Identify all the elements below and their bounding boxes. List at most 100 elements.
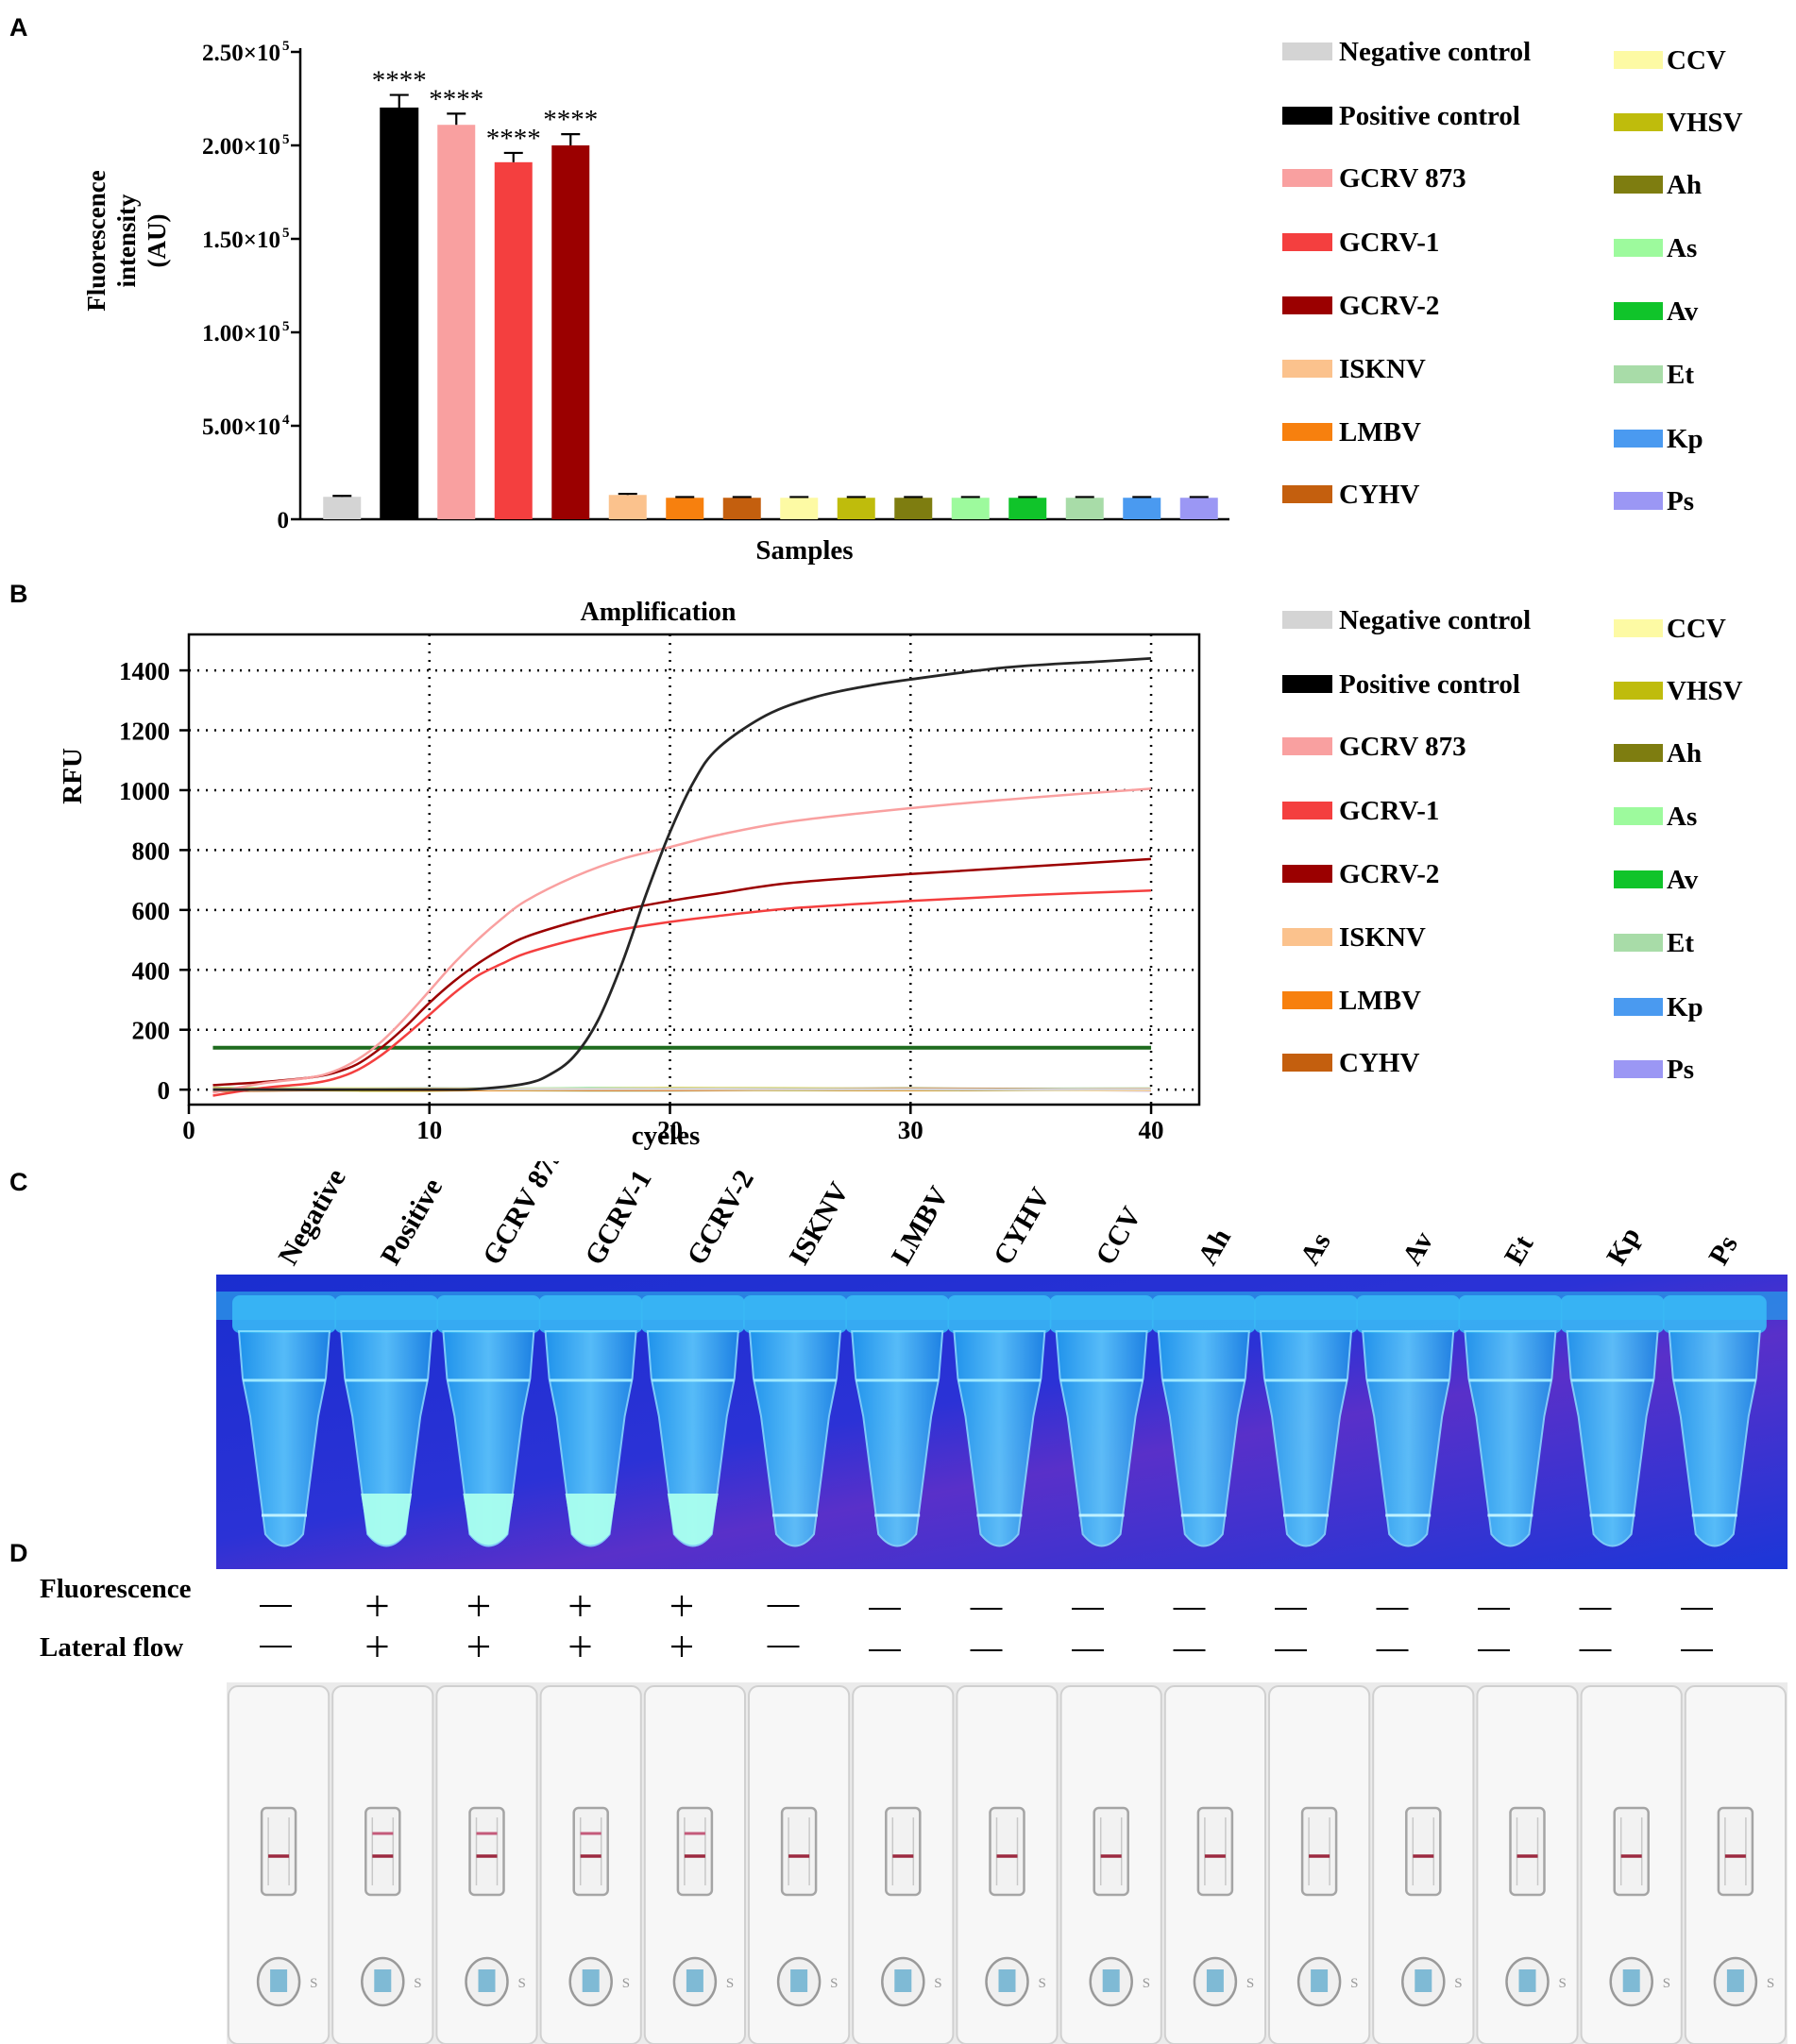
legend-swatch-positive-control — [1282, 675, 1332, 693]
chart-b-ytick-label: 400 — [132, 956, 171, 985]
strip-sample-pad — [270, 1969, 288, 1992]
legend-swatch-vhsv — [1614, 682, 1663, 700]
strip-sample-pad — [1311, 1969, 1329, 1992]
legend-swatch-kp — [1614, 998, 1663, 1016]
chart-b-ytick-label: 800 — [132, 836, 171, 865]
chart-a-bar-chart: 05.00×10 41.00×10 51.50×10 52.00×10 52.50×10… — [82, 39, 1229, 566]
tube-label-gcrv-873: GCRV 873 — [477, 1161, 569, 1271]
tube-label-gcrv-2: GCRV-2 — [681, 1165, 760, 1271]
strip-result-window — [989, 1806, 1025, 1897]
legend-swatch-isknv — [1282, 928, 1332, 946]
lateral-flow-strip: S — [1268, 1685, 1371, 2044]
legend-label-av: Av — [1667, 296, 1699, 327]
chart-b-ytick-label: 1400 — [119, 657, 170, 685]
chart-b-xtick-label: 40 — [1139, 1116, 1164, 1144]
tube-cap — [1560, 1295, 1665, 1333]
tube-cap — [1254, 1295, 1358, 1333]
chart-a-ytick-exponent: 4 — [282, 413, 290, 428]
strip-sample-pad — [998, 1969, 1016, 1992]
legend-swatch-ah — [1614, 176, 1663, 194]
significance-gcrv-2: **** — [543, 105, 598, 135]
legend-label-as: As — [1667, 802, 1697, 832]
tube-lmbv — [845, 1295, 950, 1547]
bar-negative-control — [323, 497, 362, 519]
legend-label-as: As — [1667, 233, 1697, 263]
legend-label-lmbv: LMBV — [1339, 986, 1421, 1016]
panel-b-letter: B — [9, 580, 28, 608]
strip-sample-mark: S — [414, 1976, 421, 1991]
legend-swatch-as — [1614, 807, 1663, 825]
strip-sample-pad — [478, 1969, 496, 1992]
legend-label-positive-control: Positive control — [1339, 669, 1520, 700]
fluorescence-row-label: Fluorescence — [40, 1574, 192, 1604]
strip-result-window — [1613, 1806, 1650, 1897]
panel-a-letter: A — [9, 13, 28, 42]
chart-b-xtick-label: 10 — [416, 1116, 442, 1144]
bar-positive-control — [380, 107, 419, 520]
tube-positive — [334, 1295, 439, 1547]
legend-label-kp: Kp — [1667, 992, 1703, 1022]
bar-lmbv — [666, 498, 704, 519]
tube-cap — [436, 1295, 541, 1333]
strip-sample-pad — [1622, 1969, 1640, 1992]
legend-label-kp: Kp — [1667, 424, 1703, 454]
tube-label-gcrv-1: GCRV-1 — [579, 1165, 658, 1271]
chart-b-line-chart: Amplification 0 10 20 30 4002004006008001000… — [58, 598, 1201, 1151]
chart-b-ytick-label: 1200 — [119, 718, 170, 746]
chart-b-title: Amplification — [581, 598, 737, 627]
tube-cap — [1049, 1295, 1154, 1333]
tube-cap — [1458, 1295, 1563, 1333]
tube-cap — [1356, 1295, 1461, 1333]
legend-label-lmbv: LMBV — [1339, 417, 1421, 448]
strip-sample-pad — [374, 1969, 392, 1992]
bar-gcrv-873 — [437, 125, 476, 519]
chart-b-xtick-label: 20 — [657, 1116, 683, 1144]
lateral-flow-strip: S — [956, 1685, 1059, 2044]
series-positive-control — [212, 657, 1152, 1091]
legend-swatch-ah — [1614, 744, 1663, 762]
panel-c-letter: C — [9, 1168, 28, 1196]
chart-b-ytick-label: 200 — [132, 1017, 171, 1045]
tube-ah — [1151, 1295, 1256, 1547]
bar-ps — [1179, 498, 1218, 519]
strip-sample-mark: S — [1559, 1976, 1567, 1991]
bar-as — [951, 498, 990, 519]
legend-label-et: Et — [1667, 360, 1694, 390]
strip-result-window — [468, 1806, 505, 1897]
chart-b-xtick-label: 30 — [898, 1116, 923, 1144]
tube-glow — [565, 1494, 617, 1546]
tube-label-ps: Ps — [1703, 1230, 1744, 1270]
legend-swatch-negative-control — [1282, 611, 1332, 629]
chart-a-ytick-label: 2.50×10 — [202, 41, 280, 66]
legend-label-gcrv-2: GCRV-2 — [1339, 859, 1439, 889]
chart-a-ytick-label: 2.00×10 — [202, 134, 280, 160]
legend-swatch-gcrv-1 — [1282, 233, 1332, 251]
bar-ah — [894, 498, 933, 519]
chart-b-grid — [187, 633, 1201, 1106]
bar-kp — [1123, 498, 1161, 519]
legend-label-gcrv-873: GCRV 873 — [1339, 163, 1466, 194]
strip-sample-mark: S — [622, 1976, 630, 1991]
chart-b-ytick-label: 0 — [158, 1076, 171, 1105]
strip-sample-mark: S — [518, 1976, 526, 1991]
chart-a-labels: Samples Fluorescence intensity (AU) — [82, 170, 854, 566]
chart-a-ylabel-line-1: Fluorescence — [82, 170, 110, 311]
legend-swatch-isknv — [1282, 360, 1332, 378]
tube-label-isknv: ISKNV — [783, 1176, 855, 1270]
lateral-flow-strip: S — [1059, 1685, 1162, 2044]
legend-label-gcrv-873: GCRV 873 — [1339, 732, 1466, 762]
chart-a-ylabel-line-2: intensity — [112, 194, 141, 288]
series-gcrv-873 — [212, 787, 1152, 1094]
tube-label-et: Et — [1499, 1230, 1540, 1270]
chart-a-ytick-label: 1.00×10 — [202, 321, 280, 346]
strip-sample-pad — [1102, 1969, 1120, 1992]
lateral-flow-strip: S — [1163, 1685, 1266, 2044]
legend-label-negative-control: Negative control — [1339, 605, 1531, 635]
legend-swatch-av — [1614, 870, 1663, 888]
tube-cyhv — [947, 1295, 1052, 1547]
legend-label-cyhv: CYHV — [1339, 480, 1419, 510]
tube-negative — [232, 1295, 336, 1547]
legend-swatch-cyhv — [1282, 1054, 1332, 1072]
